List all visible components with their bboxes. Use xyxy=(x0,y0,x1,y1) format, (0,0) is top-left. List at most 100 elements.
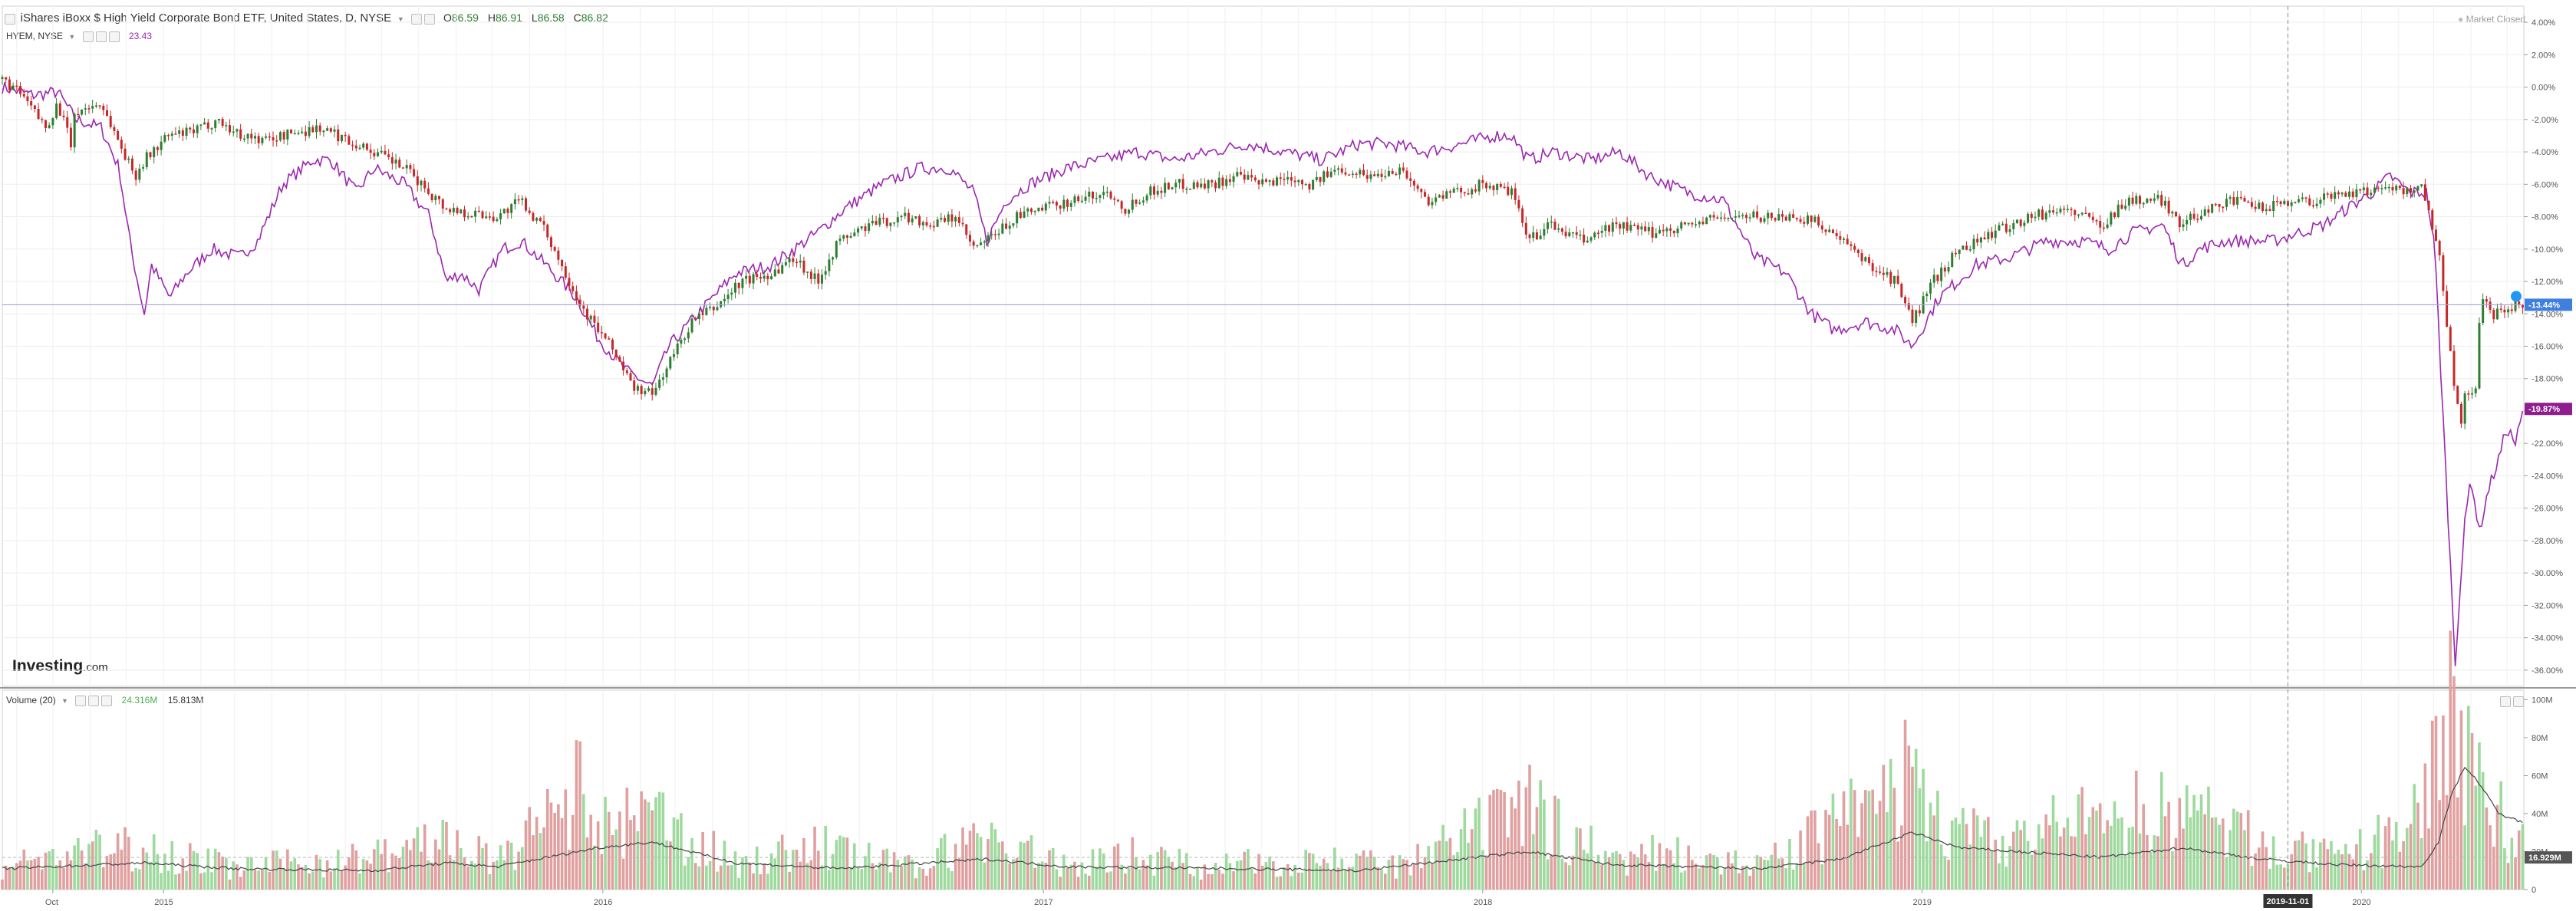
candle-body xyxy=(2192,213,2196,219)
volume-bar xyxy=(1033,867,1036,890)
volume-bar xyxy=(690,837,693,890)
volume-bar xyxy=(805,863,809,890)
volume-bar xyxy=(225,857,228,890)
candle-body xyxy=(1806,215,1809,224)
volume-bar xyxy=(1095,867,1098,890)
candle-body xyxy=(1925,293,1929,297)
candle-body xyxy=(2149,199,2153,201)
volume-hide-button[interactable] xyxy=(88,695,100,706)
volume-bar xyxy=(1856,837,1860,890)
volume-bar xyxy=(1871,789,1874,890)
candle-body xyxy=(1167,183,1170,189)
candle-body xyxy=(301,131,304,133)
volume-bar xyxy=(2120,817,2123,890)
volume-bar xyxy=(58,860,62,890)
candle-body xyxy=(1286,177,1290,179)
volume-bar xyxy=(2185,785,2189,890)
candle-body xyxy=(1575,232,1578,235)
volume-bar xyxy=(1748,876,1751,890)
candle-body xyxy=(2467,393,2470,395)
candle-body xyxy=(2503,309,2506,313)
volume-remove-button[interactable] xyxy=(101,695,113,706)
candle-body xyxy=(2326,193,2329,195)
candle-body xyxy=(1547,222,1550,229)
candle-body xyxy=(1,77,4,80)
candle-body xyxy=(434,196,437,201)
volume-bar xyxy=(196,853,199,890)
volume-bar xyxy=(365,860,369,890)
compare-hide-button[interactable] xyxy=(95,31,107,42)
volume-bar xyxy=(1708,853,1712,890)
volume-bar xyxy=(737,877,741,890)
candle-body xyxy=(149,152,152,157)
candle-body xyxy=(2286,200,2289,206)
chevron-down-icon[interactable]: ▼ xyxy=(61,696,68,705)
candle-body xyxy=(337,129,340,142)
compare-settings-button[interactable] xyxy=(82,31,94,42)
candle-body xyxy=(1611,222,1614,232)
candle-body xyxy=(857,228,860,233)
volume-bar xyxy=(1196,867,1199,890)
candle-body xyxy=(2066,209,2069,210)
volume-bar xyxy=(1304,850,1307,890)
candle-body xyxy=(2196,219,2199,220)
volume-bar xyxy=(2304,843,2308,890)
candle-body xyxy=(1965,245,1968,250)
maximize-pane-button[interactable] xyxy=(2500,696,2511,707)
candle-body xyxy=(1203,183,1206,189)
volume-settings-button[interactable] xyxy=(75,695,87,706)
candle-body xyxy=(745,275,748,279)
candle-body xyxy=(828,259,831,271)
settings-button[interactable] xyxy=(411,13,423,25)
candle-body xyxy=(1763,218,1766,222)
volume-bar xyxy=(2445,794,2449,890)
chevron-down-icon[interactable]: ▼ xyxy=(68,32,76,41)
candle-body xyxy=(1633,225,1636,226)
candle-body xyxy=(2474,388,2477,393)
candle-body xyxy=(987,235,990,242)
candle-body xyxy=(1846,238,1849,245)
candle-body xyxy=(2113,212,2116,218)
volume-bar xyxy=(1752,868,1755,890)
candle-body xyxy=(2290,202,2293,206)
high-label: H xyxy=(487,12,496,24)
candle-body xyxy=(788,258,791,262)
candle-body xyxy=(192,129,195,133)
candle-body xyxy=(2160,195,2163,206)
volume-bar xyxy=(878,862,881,890)
candle-body xyxy=(15,85,18,87)
market-status-text: Market Closed xyxy=(2466,14,2525,25)
compare-remove-button[interactable] xyxy=(108,31,120,42)
candle-body xyxy=(763,275,766,279)
candle-body xyxy=(153,147,156,157)
volume-bar xyxy=(701,832,704,890)
volume-bar xyxy=(2199,794,2203,890)
candle-body xyxy=(1131,199,1134,210)
candle-body xyxy=(2239,196,2242,199)
volume-bar xyxy=(315,854,318,890)
volume-bar xyxy=(2037,824,2041,890)
candle-body xyxy=(517,199,520,201)
candle-body xyxy=(781,265,784,274)
hide-series-button[interactable] xyxy=(424,13,436,25)
candle-body xyxy=(1435,197,1438,202)
candle-body xyxy=(2074,210,2077,215)
volume-bar xyxy=(1550,853,1553,890)
volume-bar xyxy=(124,827,127,890)
volume-bar xyxy=(54,865,58,890)
candle-body xyxy=(1514,188,1517,200)
volume-bar xyxy=(2174,837,2178,890)
volume-bar xyxy=(1167,857,1171,890)
candle-body xyxy=(1283,179,1286,180)
candle-body xyxy=(1553,221,1556,230)
candle-body xyxy=(1225,179,1228,186)
volume-bar xyxy=(289,861,293,890)
candle-body xyxy=(1102,192,1105,196)
chevron-down-icon[interactable]: ▼ xyxy=(397,15,404,23)
candle-body xyxy=(1373,174,1376,176)
volume-bar xyxy=(199,873,203,890)
collapse-legend-button[interactable] xyxy=(5,13,15,25)
candle-body xyxy=(1983,237,1986,240)
volume-bar xyxy=(1766,860,1770,890)
